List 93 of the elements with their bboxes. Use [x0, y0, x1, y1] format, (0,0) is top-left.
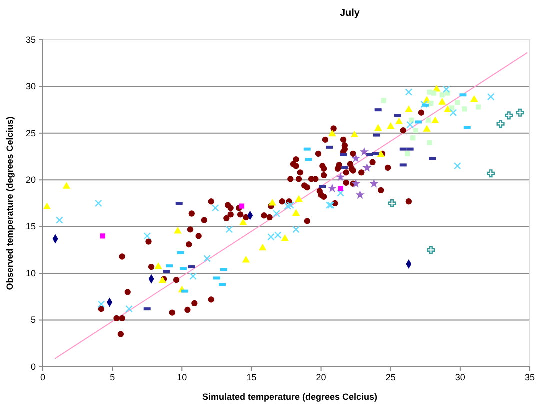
point: [356, 190, 365, 199]
point: [268, 199, 276, 206]
point: [476, 104, 482, 110]
point: [505, 112, 514, 120]
point: [405, 151, 410, 157]
point: [455, 100, 460, 106]
y-tick-label: 20: [26, 175, 36, 186]
point: [100, 234, 106, 239]
point: [388, 199, 396, 208]
point: [62, 182, 71, 189]
point: [328, 130, 336, 137]
point: [337, 190, 344, 197]
y-tick-label: 15: [26, 222, 36, 232]
point: [427, 90, 432, 95]
point: [242, 256, 250, 263]
point: [190, 272, 197, 280]
point: [154, 262, 162, 270]
point: [281, 234, 289, 242]
chart-title: July: [340, 8, 360, 19]
point: [351, 179, 361, 188]
point: [328, 184, 337, 192]
point: [442, 86, 450, 94]
point: [204, 254, 211, 262]
x-tick-label: 25: [386, 372, 396, 382]
point: [370, 179, 379, 188]
point: [284, 202, 292, 210]
x-tick-label: 0: [40, 372, 46, 382]
point: [423, 125, 431, 132]
point: [362, 163, 372, 172]
point: [406, 121, 414, 129]
point: [126, 305, 133, 313]
point: [496, 120, 505, 128]
point: [336, 172, 346, 182]
point: [426, 118, 431, 123]
point: [450, 106, 455, 111]
point: [239, 218, 248, 226]
point: [427, 246, 436, 254]
point: [428, 100, 434, 106]
point: [98, 300, 106, 308]
point: [395, 118, 404, 124]
y-tick-label: 35: [26, 34, 36, 45]
point: [427, 140, 432, 146]
point: [56, 216, 64, 224]
x-tick-label: 10: [177, 372, 188, 382]
point: [410, 136, 416, 141]
point: [239, 204, 245, 209]
point: [374, 124, 382, 131]
x-tick-label: 30: [455, 372, 466, 382]
x-axis-title: Simulated temperature (degrees Celcius): [202, 392, 378, 402]
point: [212, 204, 220, 212]
y-tick-label: 25: [26, 128, 36, 138]
point: [450, 109, 458, 117]
point: [454, 162, 462, 170]
point: [95, 200, 102, 208]
point: [470, 95, 478, 102]
point: [420, 100, 428, 108]
point: [360, 147, 369, 156]
point: [351, 154, 361, 163]
point: [516, 108, 524, 117]
point: [338, 186, 344, 192]
point: [444, 106, 452, 112]
point: [487, 93, 495, 101]
y-tick-label: 10: [26, 268, 36, 278]
point: [287, 202, 294, 210]
point: [292, 226, 300, 234]
y-tick-label: 0: [30, 362, 36, 372]
point: [438, 98, 446, 105]
y-axis-title: Observed temperature (degrees Celcius): [5, 116, 15, 290]
point: [292, 209, 300, 216]
x-tick-label: 35: [524, 372, 536, 382]
point: [350, 130, 359, 138]
x-tick-label: 20: [316, 372, 326, 382]
point: [381, 98, 386, 104]
point: [226, 226, 234, 234]
point: [405, 106, 413, 112]
point: [174, 227, 182, 234]
point: [273, 210, 280, 218]
point: [405, 88, 413, 96]
point: [386, 122, 395, 130]
point: [432, 116, 440, 124]
point: [409, 118, 414, 123]
point: [440, 92, 445, 98]
y-tick-label: 30: [26, 82, 36, 92]
x-tick-label: 15: [246, 372, 257, 382]
point: [258, 244, 267, 251]
y-tick-label: 5: [30, 315, 36, 326]
point: [295, 195, 303, 202]
point: [462, 106, 468, 112]
point: [144, 232, 152, 240]
point: [487, 170, 496, 178]
point: [43, 202, 52, 210]
x-tick-label: 5: [110, 372, 116, 382]
point: [413, 128, 418, 134]
